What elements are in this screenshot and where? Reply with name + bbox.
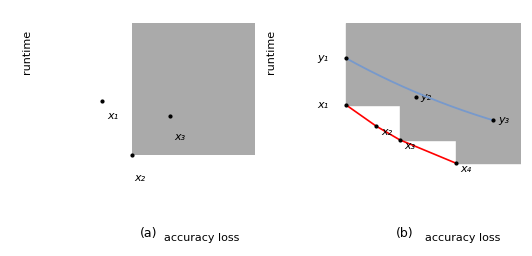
Text: x₃: x₃	[174, 132, 186, 142]
Text: runtime: runtime	[22, 30, 32, 74]
Text: y₁: y₁	[318, 53, 329, 63]
Text: accuracy loss: accuracy loss	[164, 233, 240, 243]
Polygon shape	[346, 23, 521, 163]
Text: x₄: x₄	[461, 164, 472, 174]
Text: x₁: x₁	[107, 111, 119, 121]
Text: runtime: runtime	[265, 30, 276, 74]
Text: (b): (b)	[395, 227, 413, 240]
Text: x₂: x₂	[381, 127, 392, 137]
Text: x₃: x₃	[404, 141, 415, 151]
Text: x₂: x₂	[134, 173, 145, 183]
Text: x₁: x₁	[318, 100, 329, 110]
Text: y₃: y₃	[498, 115, 509, 125]
Bar	[132, 23, 255, 155]
Text: y₂: y₂	[421, 92, 432, 102]
Text: accuracy loss: accuracy loss	[425, 233, 501, 243]
Text: (a): (a)	[140, 227, 157, 240]
